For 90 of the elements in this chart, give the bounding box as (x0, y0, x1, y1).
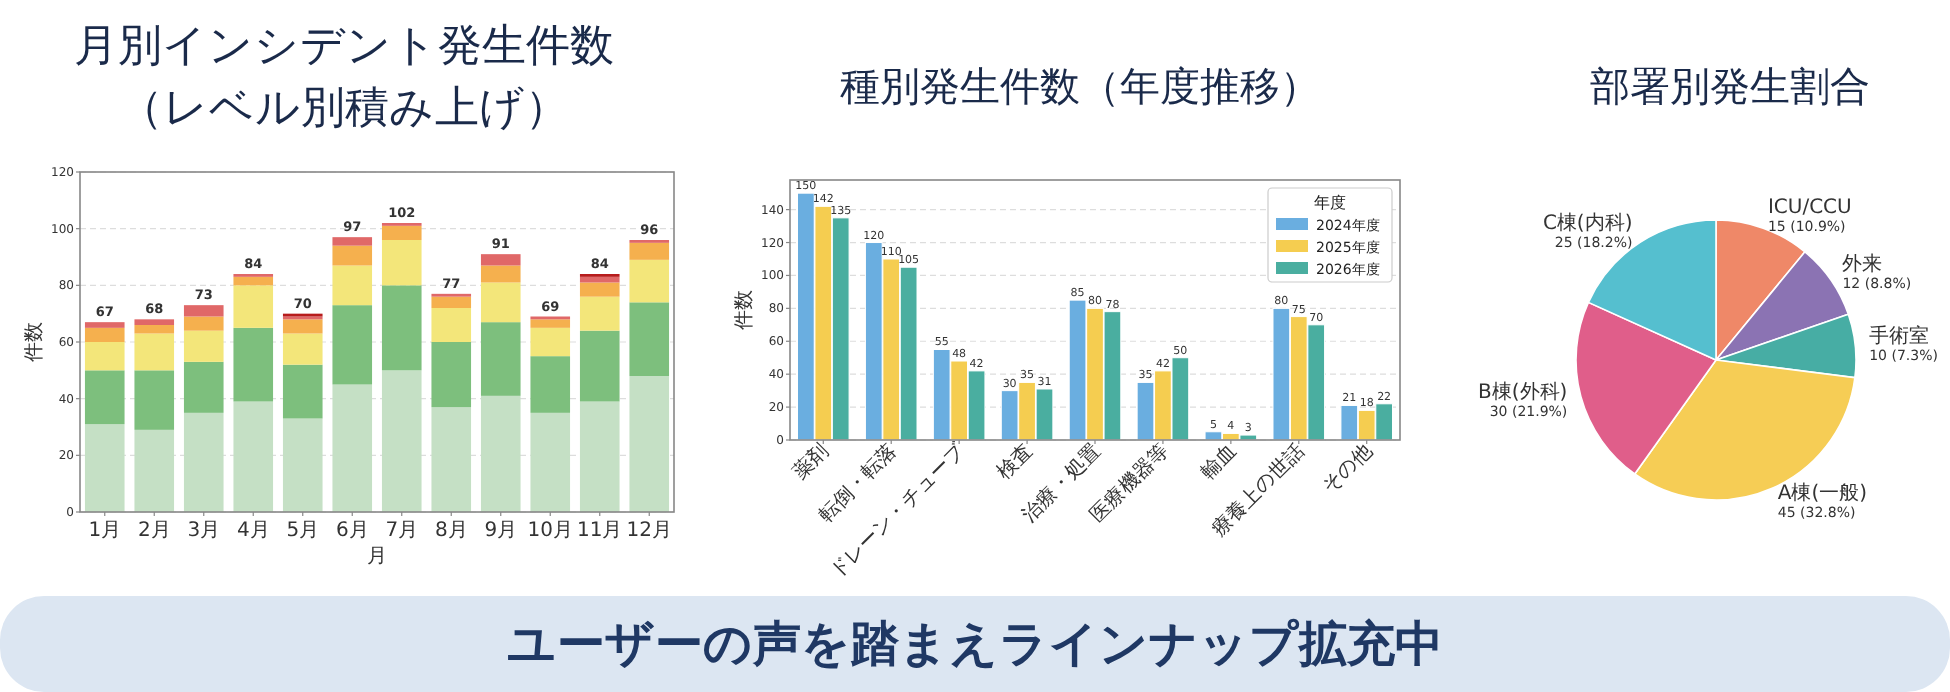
bar (183, 361, 224, 413)
x-tick-label: 12月 (626, 520, 672, 542)
bar (233, 285, 274, 328)
bar (480, 265, 521, 283)
bar (332, 245, 373, 266)
bar (480, 282, 521, 323)
bar (629, 376, 670, 512)
bar (84, 370, 125, 425)
slice-label: B棟(外科) (1477, 380, 1568, 405)
bar (134, 325, 175, 334)
x-tick-label: 3月 (187, 520, 221, 542)
bar (282, 418, 323, 512)
bar (332, 384, 373, 512)
x-tick-label: 6月 (335, 520, 369, 542)
bar (84, 342, 125, 371)
bar (530, 327, 571, 357)
bar (233, 276, 274, 286)
x-tick-label: 11月 (577, 520, 623, 542)
data-label: 30 (21.9%) (1489, 404, 1568, 421)
bar (629, 259, 670, 303)
x-tick-label: 7月 (385, 520, 419, 542)
bar (84, 322, 125, 328)
data-label: 45 (32.8%) (1777, 505, 1856, 522)
bar (579, 330, 620, 402)
bar (431, 407, 472, 512)
chart-title: 部署別発生割合 (1590, 62, 1870, 110)
bar (381, 285, 422, 371)
bar (134, 319, 175, 325)
bar (579, 296, 620, 331)
data-label: 10 (7.3%) (1869, 348, 1939, 365)
bar (431, 296, 472, 308)
bar (381, 225, 422, 240)
data-label: 12 (8.8%) (1842, 276, 1912, 293)
bar (579, 401, 620, 512)
legend-title: 年度 (1314, 194, 1346, 212)
bar (530, 319, 571, 328)
data-label: 25 (18.2%) (1554, 234, 1633, 251)
bar (233, 327, 274, 402)
bar (282, 319, 323, 334)
bar (381, 370, 422, 512)
bar (332, 237, 373, 246)
x-tick-label: 検査 (992, 439, 1038, 485)
data-label: 15 (10.9%) (1767, 219, 1847, 236)
bar (282, 333, 323, 365)
bar (431, 342, 472, 408)
bar (431, 308, 472, 342)
x-tick-label: 9月 (484, 520, 518, 542)
slice-label: ICU/CCU (1767, 197, 1852, 220)
slice-label: A棟(一般) (1777, 481, 1868, 506)
bar (480, 254, 521, 266)
bar (84, 424, 125, 512)
bar (629, 242, 670, 260)
bar (233, 401, 274, 512)
bar (530, 412, 571, 512)
x-axis-title: 月 (367, 546, 387, 568)
x-tick-label: 4月 (236, 520, 270, 542)
bar (480, 322, 521, 396)
bar (629, 302, 670, 376)
x-tick-label: 2月 (137, 520, 171, 542)
bar (134, 370, 175, 430)
chart-title: 月別インシデント発生件数（レベル別積み上げ） (74, 22, 614, 134)
slice-label: 手術室 (1869, 324, 1930, 349)
bar (183, 412, 224, 512)
bar (134, 429, 175, 512)
bar (183, 305, 224, 317)
bar (381, 240, 422, 286)
bar (183, 316, 224, 331)
y-axis-title: 件数 (24, 322, 46, 362)
x-tick-label: 輸血 (1195, 439, 1242, 485)
x-tick-label: 10月 (527, 520, 573, 542)
bar (332, 305, 373, 385)
x-tick-label: 薬剤 (788, 439, 834, 485)
slice-label: C棟(内科) (1542, 210, 1633, 235)
bar (84, 327, 125, 342)
text: ユーザーの声を踏まえラインナップ拡充中 (507, 616, 1443, 672)
x-tick-label: その他 (1317, 439, 1377, 499)
bar (282, 364, 323, 419)
slice-label: 外来 (1842, 252, 1883, 277)
x-tick-label: 5月 (286, 520, 320, 542)
x-tick-label: 1月 (88, 520, 122, 542)
bar (530, 356, 571, 413)
bar (480, 395, 521, 512)
chart-title: 種別発生件数（年度推移） (840, 62, 1320, 110)
bar (134, 333, 175, 371)
bar (579, 282, 620, 297)
bar (579, 276, 620, 283)
bar (332, 265, 373, 306)
y-axis-title: 件数 (734, 290, 756, 330)
x-tick-label: 8月 (434, 520, 468, 542)
bar (183, 330, 224, 362)
